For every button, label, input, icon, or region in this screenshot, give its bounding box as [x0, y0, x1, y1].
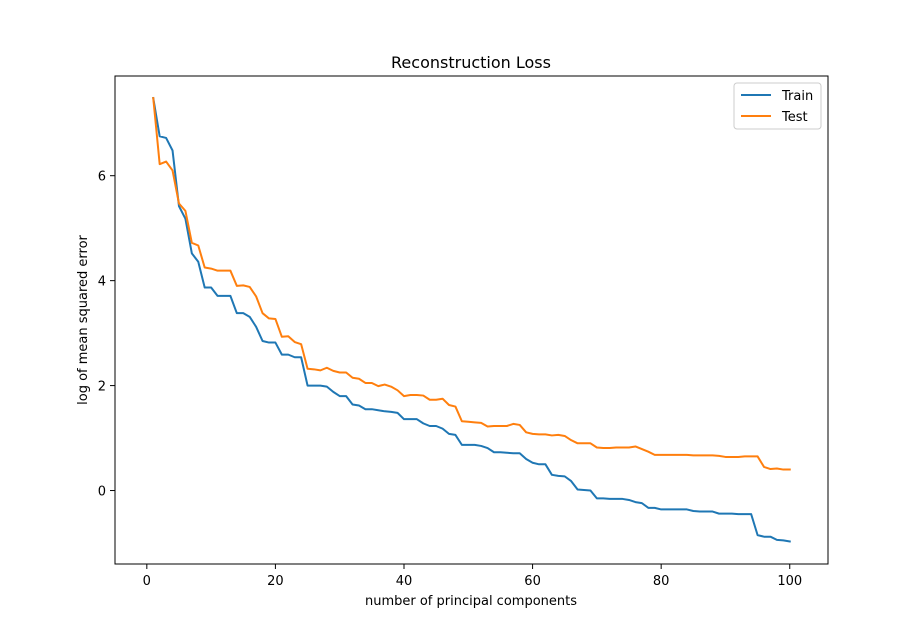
y-axis: 0 2 4 6 [98, 170, 115, 500]
x-tick-label: 60 [524, 574, 541, 589]
series-layer [152, 96, 791, 543]
plot-area-frame [114, 75, 829, 565]
x-tick-label: 100 [777, 574, 802, 589]
y-tick-label: 0 [98, 485, 106, 500]
x-tick-label: 80 [653, 574, 670, 589]
series-line-test [152, 96, 791, 471]
x-axis-label: number of principal components [365, 594, 577, 609]
legend-label-train: Train [781, 89, 813, 104]
y-tick-label: 4 [98, 275, 106, 290]
x-axis: 0 20 40 60 80 100 [143, 564, 802, 589]
legend-label-test: Test [781, 110, 808, 125]
chart-title: Reconstruction Loss [391, 53, 551, 72]
y-tick-label: 2 [98, 380, 106, 395]
x-tick-label: 0 [143, 574, 151, 589]
y-axis-label: log of mean squared error [76, 234, 91, 404]
legend: Train Test [733, 82, 822, 130]
x-tick-label: 20 [267, 574, 284, 589]
x-tick-label: 40 [396, 574, 413, 589]
series-line-train [152, 96, 791, 543]
y-tick-label: 6 [98, 170, 106, 185]
